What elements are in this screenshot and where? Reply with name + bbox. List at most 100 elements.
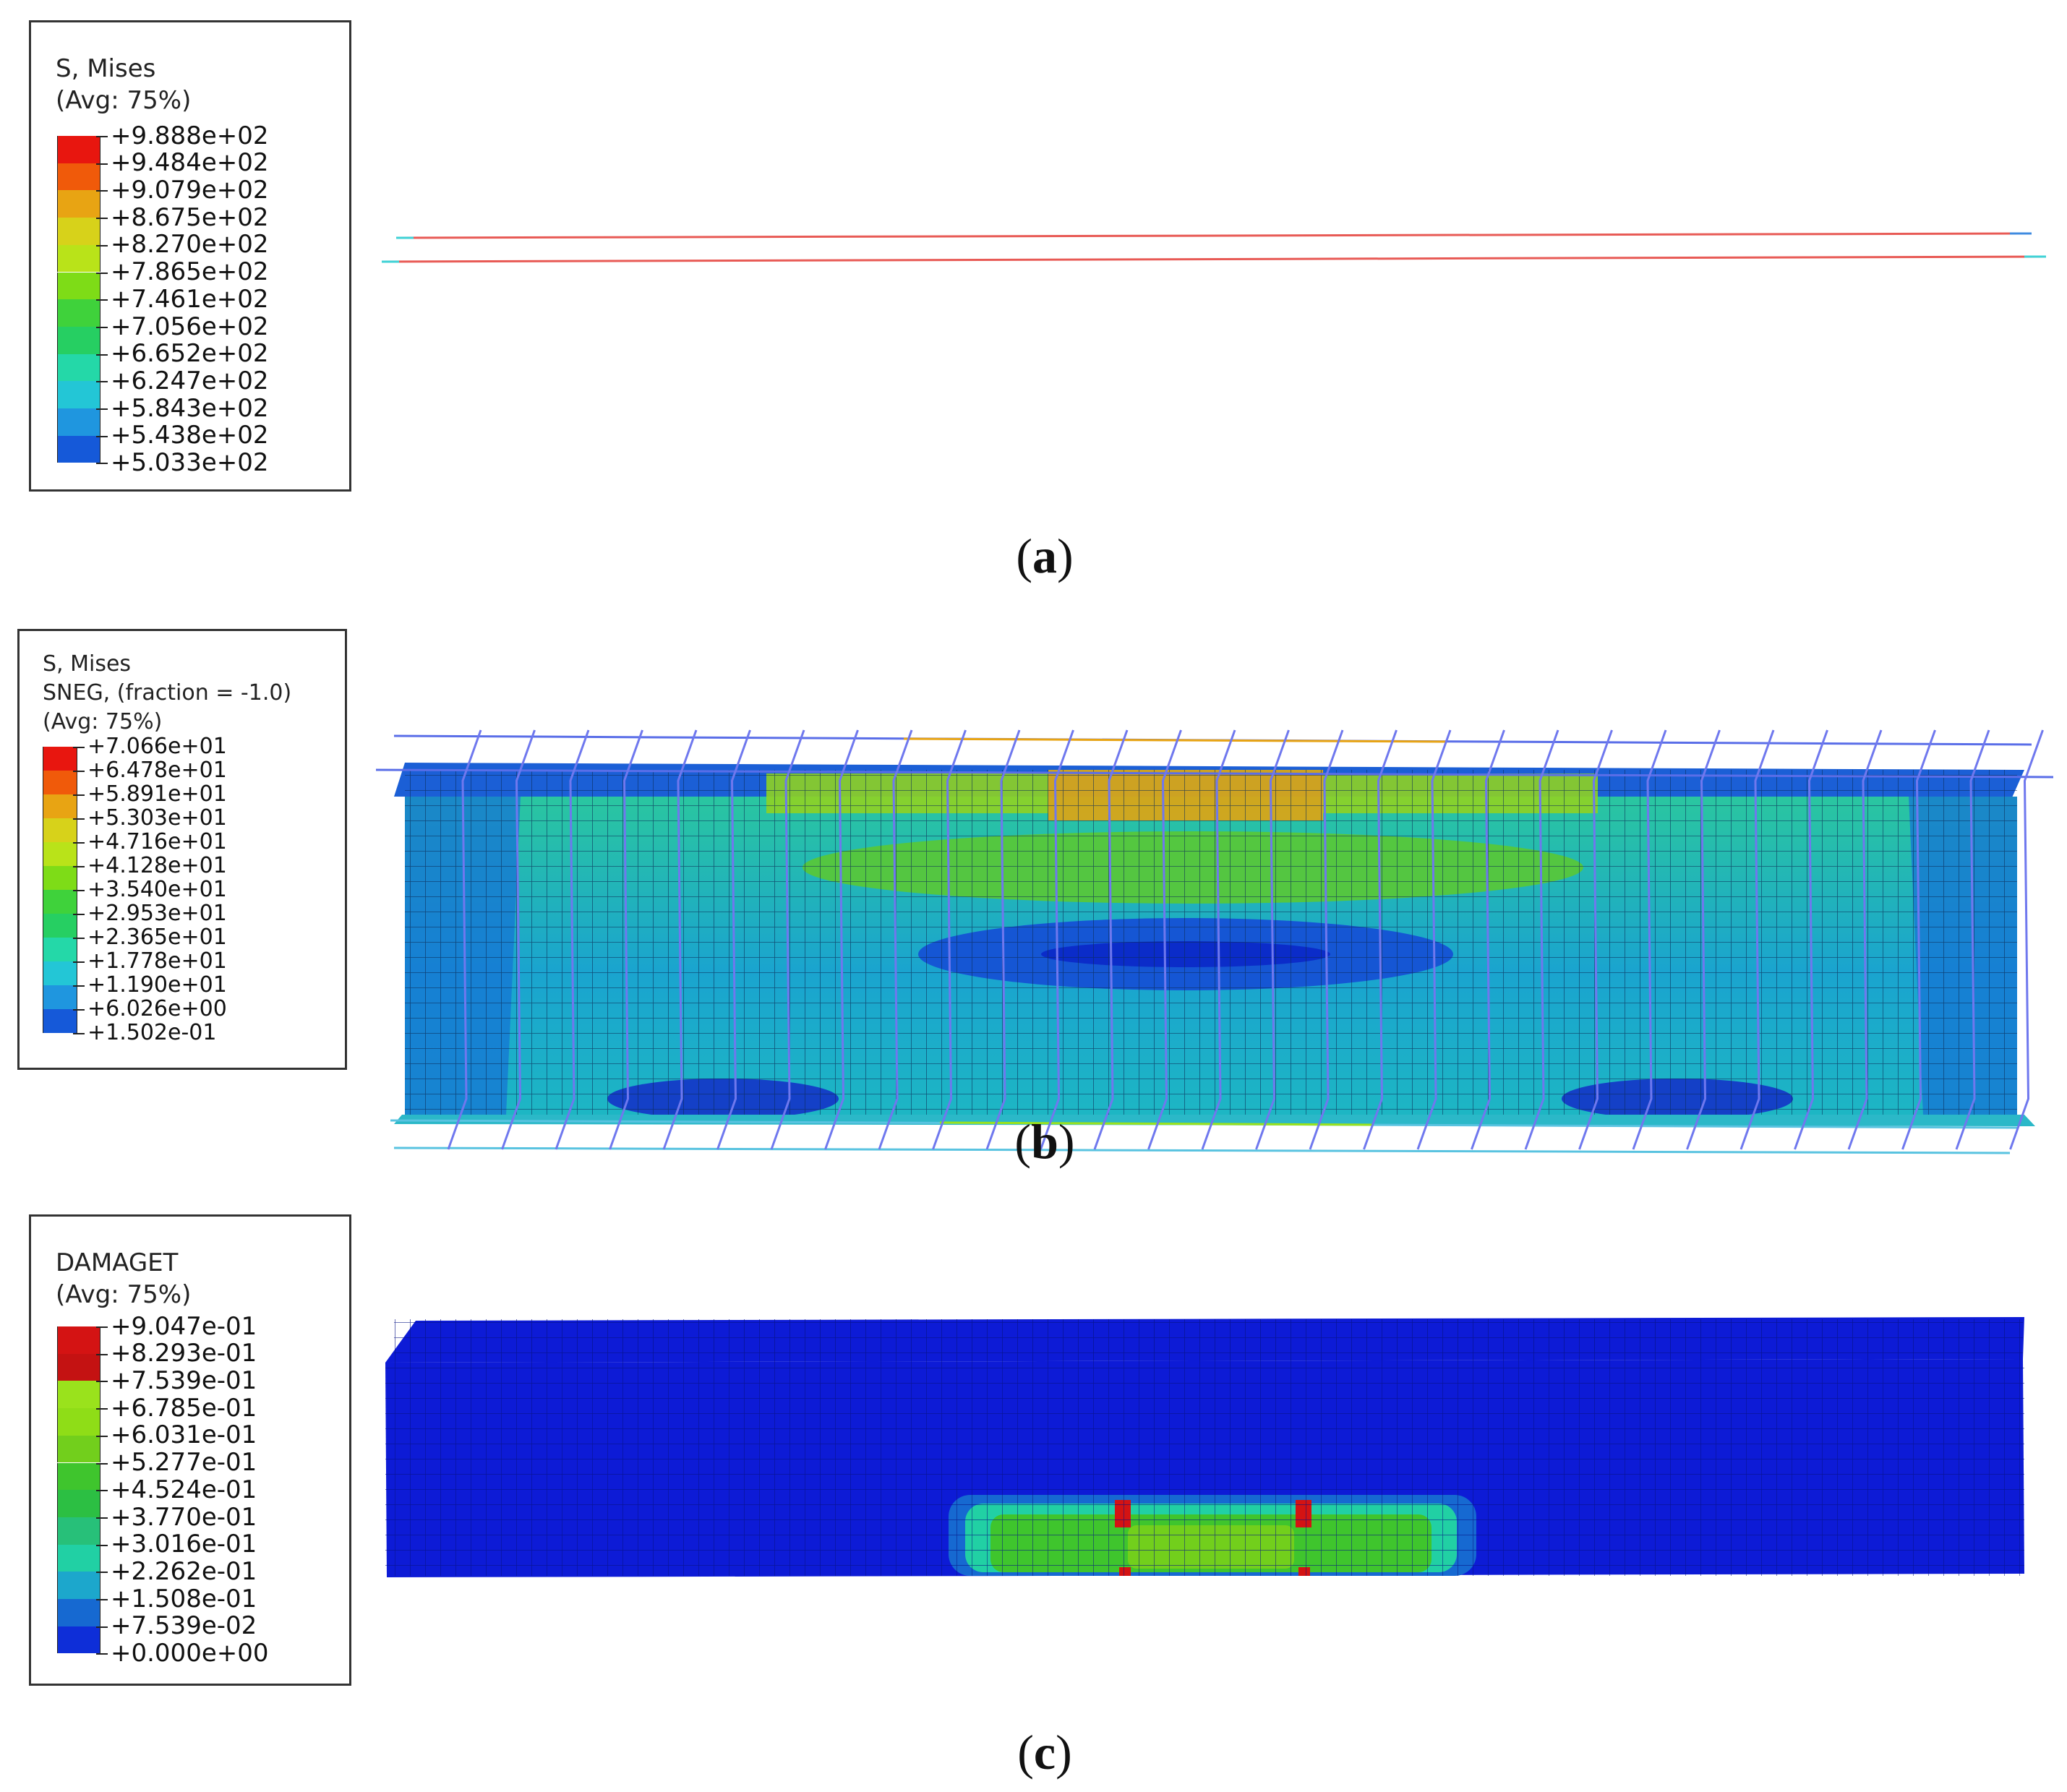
stirrup — [1309, 729, 1344, 1150]
legend-value: +5.277e-01 — [111, 1448, 257, 1478]
legend-value: +6.785e-01 — [111, 1393, 257, 1423]
stirrups-group — [447, 729, 2044, 1150]
legend-value: +9.079e+02 — [111, 176, 269, 205]
legend-value: +2.953e+01 — [87, 901, 227, 926]
legend-value: +8.675e+02 — [111, 202, 269, 232]
legend-value: +7.461e+02 — [111, 284, 269, 314]
steel-beam-plot — [375, 729, 2054, 1154]
legend-swatch — [57, 1326, 100, 1354]
stirrup — [1901, 729, 1936, 1150]
panel-c: DAMAGET (Avg: 75%) +9.047e-01 +8.293e-01 +… — [0, 1186, 2067, 1792]
legend-swatch — [57, 1572, 100, 1599]
legend-tick — [73, 818, 85, 820]
legend-tick — [96, 1435, 108, 1437]
stirrup — [662, 729, 698, 1150]
legend-swatch — [57, 408, 100, 436]
legend-swatch — [57, 1462, 100, 1491]
legend-c: DAMAGET (Avg: 75%) +9.047e-01 +8.293e-01 +… — [29, 1214, 351, 1686]
top-rebar-b-hot — [903, 737, 1447, 743]
legend-tick — [73, 890, 85, 891]
legend-value: +2.365e+01 — [87, 925, 227, 950]
legend-tick — [96, 218, 108, 220]
stirrup — [501, 729, 536, 1150]
legend-b-title-2: SNEG, (fraction = -1.0) — [43, 680, 292, 706]
legend-swatch — [57, 1544, 100, 1572]
legend-c-title-2: (Avg: 75%) — [56, 1280, 192, 1309]
legend-value: +4.716e+01 — [87, 829, 227, 854]
legend-tick — [73, 771, 85, 772]
panel-b: S, Mises SNEG, (fraction = -1.0) (Avg: 7… — [0, 593, 2067, 1186]
legend-tick — [96, 1462, 108, 1465]
legend-value: +6.026e+00 — [87, 996, 227, 1021]
legend-tick — [96, 1408, 108, 1410]
legend-swatch — [57, 244, 100, 273]
legend-tick — [96, 353, 108, 356]
legend-swatch — [43, 938, 77, 961]
legend-tick — [96, 299, 108, 301]
legend-value: +7.539e-01 — [111, 1366, 257, 1395]
legend-value: +1.778e+01 — [87, 948, 227, 974]
stirrup — [878, 729, 913, 1150]
legend-tick — [96, 244, 108, 246]
legend-b-title-3: (Avg: 75%) — [43, 709, 163, 734]
legend-value: +3.770e-01 — [111, 1502, 257, 1532]
legend-value: +5.033e+02 — [111, 448, 269, 477]
legend-swatch — [57, 1599, 100, 1626]
legend-tick — [73, 747, 85, 748]
legend-tick — [96, 326, 108, 328]
legend-swatch — [43, 771, 77, 794]
legend-swatch — [57, 1435, 100, 1463]
legend-swatch — [57, 1381, 100, 1409]
legend-value: +1.508e-01 — [111, 1584, 257, 1613]
caption-a-letter: a — [1032, 528, 1057, 583]
legend-tick — [96, 163, 108, 165]
legend-tick — [73, 961, 85, 963]
stirrup — [1416, 729, 1452, 1150]
legend-value: +3.016e-01 — [111, 1530, 257, 1559]
legend-value: +4.524e-01 — [111, 1475, 257, 1504]
stirrup — [824, 729, 859, 1150]
legend-tick — [96, 272, 108, 274]
legend-tick — [73, 1033, 85, 1034]
legend-tick — [96, 1599, 108, 1600]
legend-tick — [96, 1517, 108, 1519]
legend-swatch — [43, 961, 77, 985]
concrete-beam-plot — [385, 1317, 2024, 1577]
beam-mesh-side — [385, 1360, 2024, 1576]
legend-value: +5.843e+02 — [111, 393, 269, 423]
beam-mesh — [405, 770, 2017, 1115]
legend-swatch — [57, 163, 100, 191]
legend-value: +9.888e+02 — [111, 121, 269, 150]
stirrup — [2009, 729, 2044, 1150]
legend-swatch — [57, 381, 100, 408]
stirrup — [1578, 729, 1613, 1150]
stirrup — [1686, 729, 1721, 1150]
legend-tick — [73, 866, 85, 867]
panel-a: S, Mises (Avg: 75%) +9.888e+02 +9.484e+02… — [0, 0, 2067, 593]
legend-swatch — [57, 435, 100, 463]
legend-b-title-1: S, Mises — [43, 651, 132, 677]
legend-swatch — [57, 1490, 100, 1517]
legend-tick — [96, 190, 108, 192]
caption-c: (c) — [1017, 1725, 1072, 1780]
legend-swatch — [57, 218, 100, 245]
legend-tick — [73, 985, 85, 987]
legend-tick — [96, 1544, 108, 1546]
legend-tick — [73, 914, 85, 915]
beam-mesh-top — [394, 1319, 2023, 1360]
legend-value: +7.056e+02 — [111, 312, 269, 341]
stirrup — [716, 729, 751, 1150]
stirrup — [1524, 729, 1559, 1150]
caption-c-letter: c — [1033, 1725, 1056, 1780]
legend-value: +9.484e+02 — [111, 148, 269, 178]
legend-a-title-1: S, Mises — [56, 54, 156, 83]
legend-value: +6.031e-01 — [111, 1420, 257, 1450]
legend-swatch — [43, 747, 77, 771]
legend-value: +4.128e+01 — [87, 853, 227, 878]
stirrup — [1040, 729, 1074, 1150]
legend-c-title-1: DAMAGET — [56, 1248, 179, 1277]
legend-value: +7.539e-02 — [111, 1611, 257, 1641]
legend-swatch — [57, 326, 100, 354]
legend-value: +8.293e-01 — [111, 1339, 257, 1368]
stirrup — [1739, 729, 1775, 1150]
